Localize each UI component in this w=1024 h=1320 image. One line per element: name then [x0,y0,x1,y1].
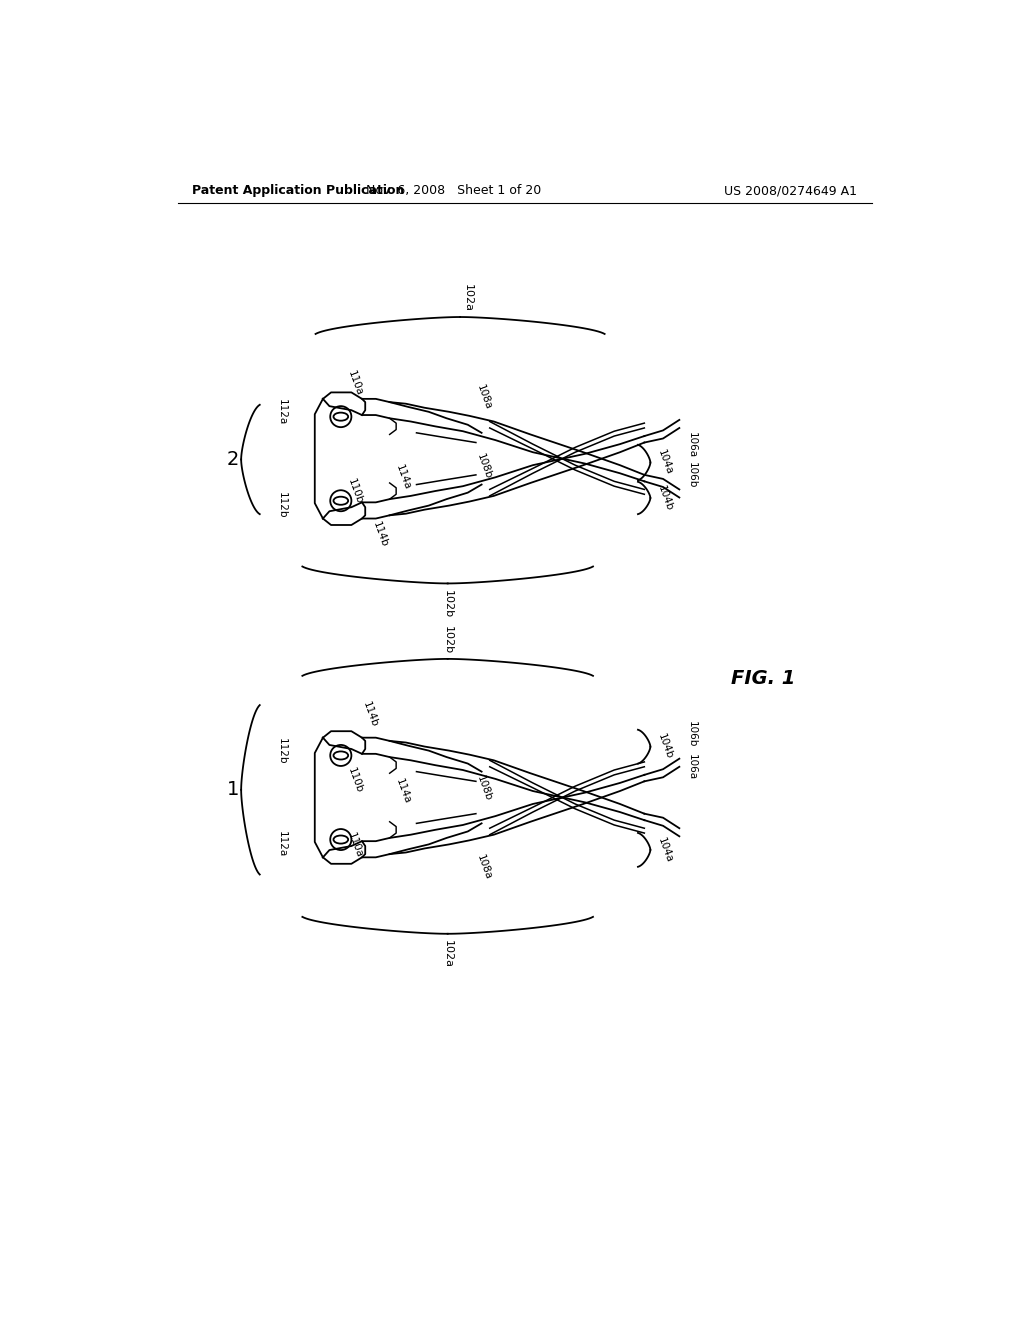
Text: 106a: 106a [687,754,697,780]
Text: 114a: 114a [394,777,413,805]
Text: 102a: 102a [443,940,453,968]
Text: 112a: 112a [276,400,287,425]
Text: 112a: 112a [276,830,287,857]
Text: 104b: 104b [655,733,674,760]
Text: 110a: 110a [346,832,365,859]
Text: 102b: 102b [443,590,453,618]
Text: FIG. 1: FIG. 1 [731,669,796,688]
Text: 106a: 106a [687,432,697,458]
Text: 102b: 102b [443,626,453,655]
Text: 102a: 102a [463,284,472,313]
Text: 110a: 110a [346,370,365,397]
Text: 112b: 112b [276,491,287,519]
Text: Nov. 6, 2008   Sheet 1 of 20: Nov. 6, 2008 Sheet 1 of 20 [366,185,541,197]
Text: 1: 1 [226,780,239,800]
Text: 114b: 114b [371,520,389,548]
Text: 108b: 108b [475,453,494,480]
Text: 108a: 108a [475,383,494,411]
Text: 104a: 104a [656,836,674,863]
Text: 110b: 110b [346,767,365,795]
Text: 106b: 106b [687,462,697,488]
Text: 104a: 104a [656,449,674,477]
Text: 106b: 106b [687,721,697,747]
Text: 104b: 104b [655,484,674,512]
Text: US 2008/0274649 A1: US 2008/0274649 A1 [724,185,856,197]
Text: 108a: 108a [475,853,494,880]
Text: 114b: 114b [360,700,379,729]
Text: Patent Application Publication: Patent Application Publication [191,185,403,197]
Text: 2: 2 [226,450,239,469]
Text: 114a: 114a [394,463,413,491]
Text: 110b: 110b [346,477,365,506]
Text: 108b: 108b [475,774,494,803]
Text: 112b: 112b [276,738,287,764]
